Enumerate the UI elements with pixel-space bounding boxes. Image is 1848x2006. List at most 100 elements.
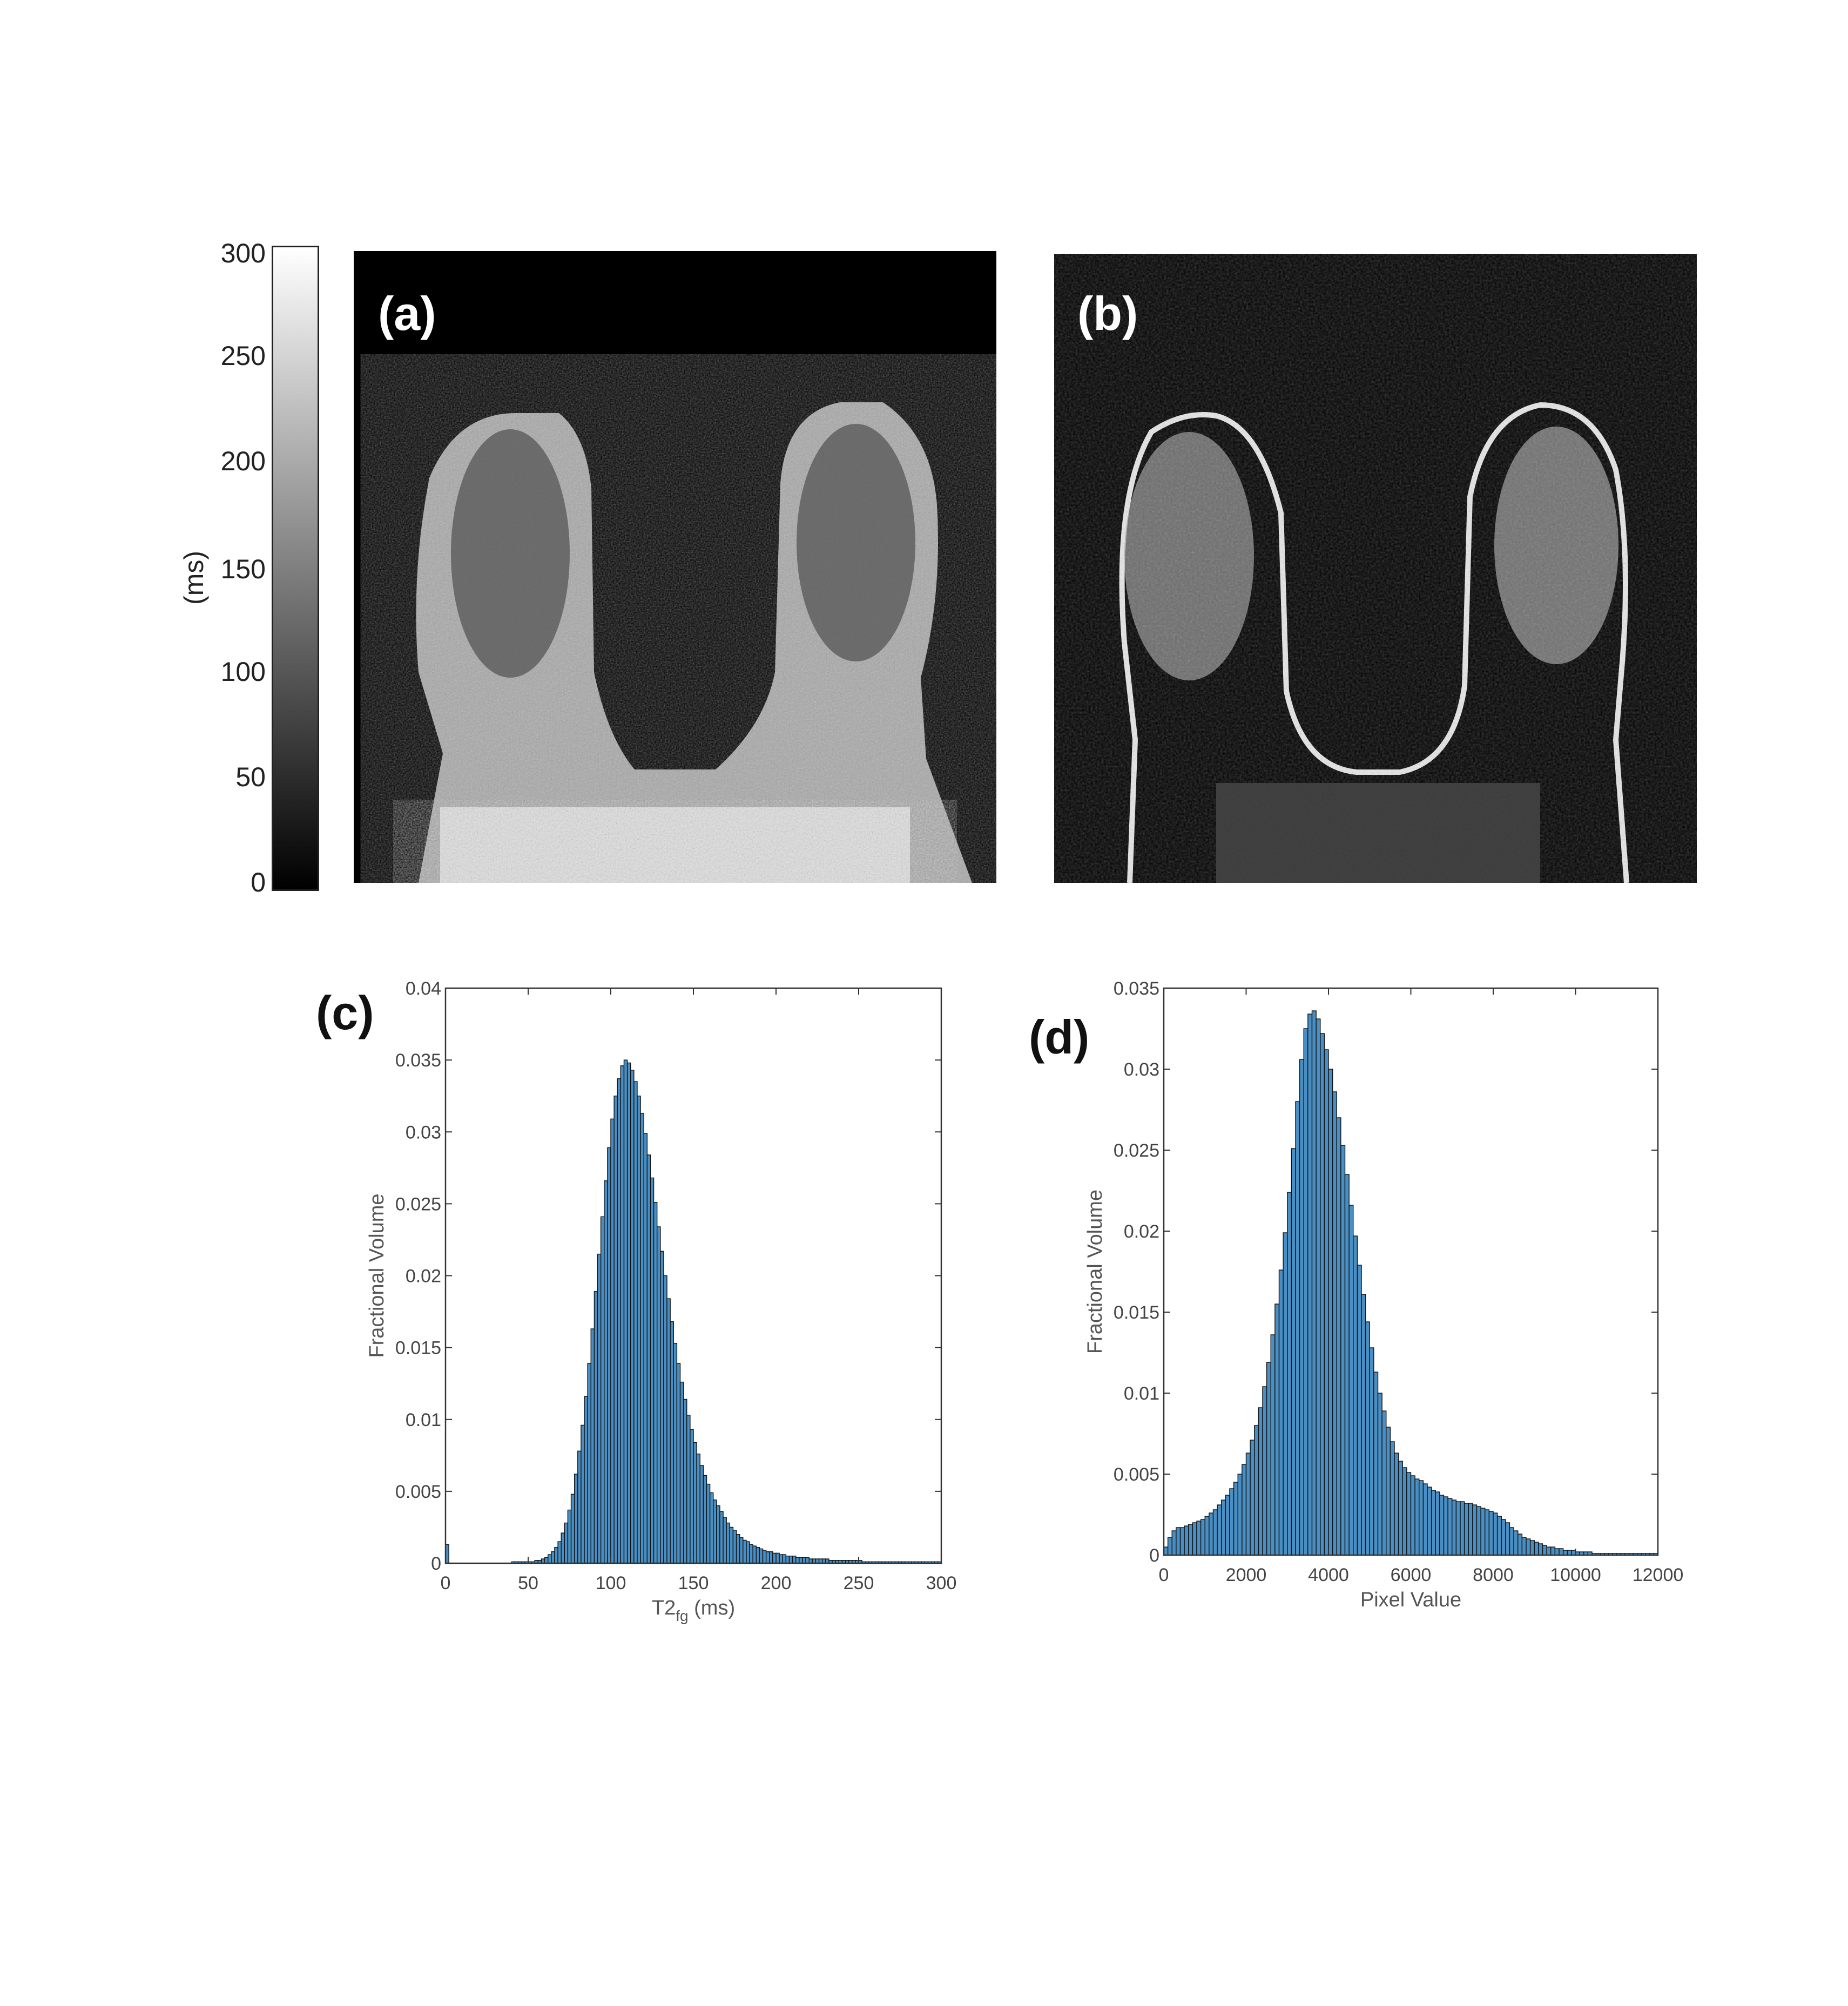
histogram-bar: [1192, 1522, 1197, 1556]
histogram-bar: [581, 1424, 585, 1564]
histogram-bar: [1283, 1232, 1288, 1556]
histogram-d: 0 2000 4000 6000 8000 10000 12000 0 0.005 0.01 0.0…: [1084, 978, 1683, 1611]
histogram-bar: [673, 1342, 678, 1564]
fibroglandular-region-right: [797, 424, 915, 661]
y-tick-label: 0.03: [406, 1122, 441, 1143]
x-tick-label: 200: [761, 1573, 792, 1593]
histogram-bar: [1398, 1461, 1403, 1556]
histogram-bar: [564, 1522, 569, 1564]
fibroglandular-region-left: [451, 429, 570, 678]
histogram-bar: [1501, 1519, 1506, 1556]
histogram-bar: [759, 1548, 764, 1564]
y-tick-label: 0.005: [1114, 1464, 1159, 1485]
histogram-bar: [1196, 1521, 1202, 1556]
histogram-bar: [1386, 1427, 1391, 1556]
chest-wall-region: [1216, 783, 1540, 883]
histogram-bar: [690, 1429, 694, 1564]
x-tick-label: 10000: [1550, 1565, 1601, 1585]
colorbar-tick-label: 300: [220, 238, 266, 268]
histogram-bar: [1521, 1537, 1527, 1556]
histogram-bar: [752, 1545, 757, 1564]
y-tick-label: 0.02: [406, 1266, 441, 1287]
x-tick-label: 0: [1159, 1565, 1169, 1585]
histogram-bar: [719, 1511, 724, 1564]
histogram-bar: [1377, 1393, 1382, 1556]
histogram-bar: [1270, 1334, 1276, 1556]
histogram-bar: [1274, 1303, 1280, 1556]
histogram-bar: [1340, 1145, 1346, 1556]
histogram-bar: [693, 1442, 697, 1564]
histogram-bar: [1529, 1540, 1535, 1556]
histogram-bar: [1402, 1467, 1407, 1556]
histogram-bar: [1381, 1410, 1387, 1556]
histogram-bar: [679, 1381, 684, 1564]
histogram-bar: [1485, 1509, 1490, 1556]
histogram-bar: [1443, 1496, 1448, 1556]
colorbar-tick-label: 0: [251, 867, 266, 897]
histogram-c: 0 50 100 150 200 250 300 0 0.005 0.01 0.015 0.02 0.0…: [366, 978, 956, 1624]
y-tick-label: 0.025: [395, 1194, 441, 1214]
histogram-bar: [1439, 1495, 1445, 1556]
histogram-bar: [610, 1118, 615, 1564]
histogram-bar: [1463, 1503, 1469, 1556]
histogram-bar: [1452, 1500, 1457, 1556]
histogram-bar: [1311, 1010, 1317, 1556]
x-tick-label: 4000: [1308, 1565, 1349, 1585]
histogram-bar: [1245, 1453, 1251, 1556]
histogram-bar: [1468, 1503, 1473, 1556]
histogram-bar: [749, 1544, 753, 1564]
histogram-bar: [1562, 1550, 1568, 1556]
histogram-bar: [1332, 1091, 1337, 1556]
histogram-bar: [633, 1081, 638, 1564]
histogram-bar: [676, 1363, 681, 1564]
histogram-bar: [577, 1450, 582, 1564]
histogram-bar: [1204, 1516, 1210, 1556]
histogram-bar: [1431, 1490, 1436, 1556]
histogram-bar: [1344, 1174, 1350, 1556]
histogram-bar: [544, 1557, 549, 1564]
histogram-bar: [607, 1147, 611, 1564]
histogram-bar: [1176, 1527, 1181, 1556]
histogram-bar: [1422, 1483, 1428, 1556]
histogram-bar: [1307, 1014, 1313, 1556]
histogram-bar: [1488, 1511, 1494, 1556]
histogram-bar: [1237, 1474, 1243, 1556]
panel-label-b: (b): [1077, 287, 1138, 340]
y-tick-label: 0: [431, 1554, 441, 1574]
histogram-bar: [670, 1321, 674, 1564]
histogram-bar: [1493, 1512, 1498, 1556]
histogram-bar: [782, 1554, 787, 1564]
histogram-bar: [1266, 1362, 1271, 1556]
x-tick-label: 150: [678, 1573, 709, 1593]
histogram-bar: [716, 1505, 720, 1564]
histogram-bar: [762, 1550, 767, 1564]
histogram-bar: [1496, 1516, 1502, 1556]
histogram-bar: [1513, 1530, 1519, 1556]
colorbar-tick-label: 50: [235, 762, 266, 792]
panel-label-c: (c): [316, 986, 374, 1039]
histogram-bar: [1410, 1475, 1415, 1556]
x-tick-label: 50: [518, 1573, 538, 1593]
histogram-bar: [1336, 1117, 1341, 1556]
y-tick-label: 0.035: [395, 1050, 441, 1071]
histogram-bar: [1365, 1321, 1370, 1556]
histogram-bar: [1212, 1509, 1218, 1556]
x-tick-label: 6000: [1391, 1565, 1432, 1585]
histogram-bar: [1460, 1501, 1465, 1556]
histogram-bar: [1200, 1519, 1205, 1556]
histogram-bar: [660, 1251, 664, 1564]
histogram-bar: [1221, 1500, 1226, 1556]
histogram-bar: [1419, 1480, 1424, 1556]
colorbar-ticks: 300 250 200 150 100 50 0: [205, 238, 270, 902]
histogram-bar: [666, 1298, 671, 1564]
x-tick-label: 0: [441, 1573, 451, 1593]
histogram-bar: [1348, 1205, 1354, 1556]
y-tick-label: 0.03: [1124, 1059, 1159, 1080]
colorbar-tick-label: 100: [220, 657, 266, 687]
histogram-bar: [613, 1095, 618, 1564]
histogram-bar: [1254, 1425, 1259, 1556]
histogram-bar: [1299, 1059, 1304, 1556]
x-axis-label: T2fg (ms): [652, 1597, 735, 1624]
histogram-bar: [1550, 1546, 1556, 1556]
colorbar-tick-label: 200: [220, 446, 266, 476]
